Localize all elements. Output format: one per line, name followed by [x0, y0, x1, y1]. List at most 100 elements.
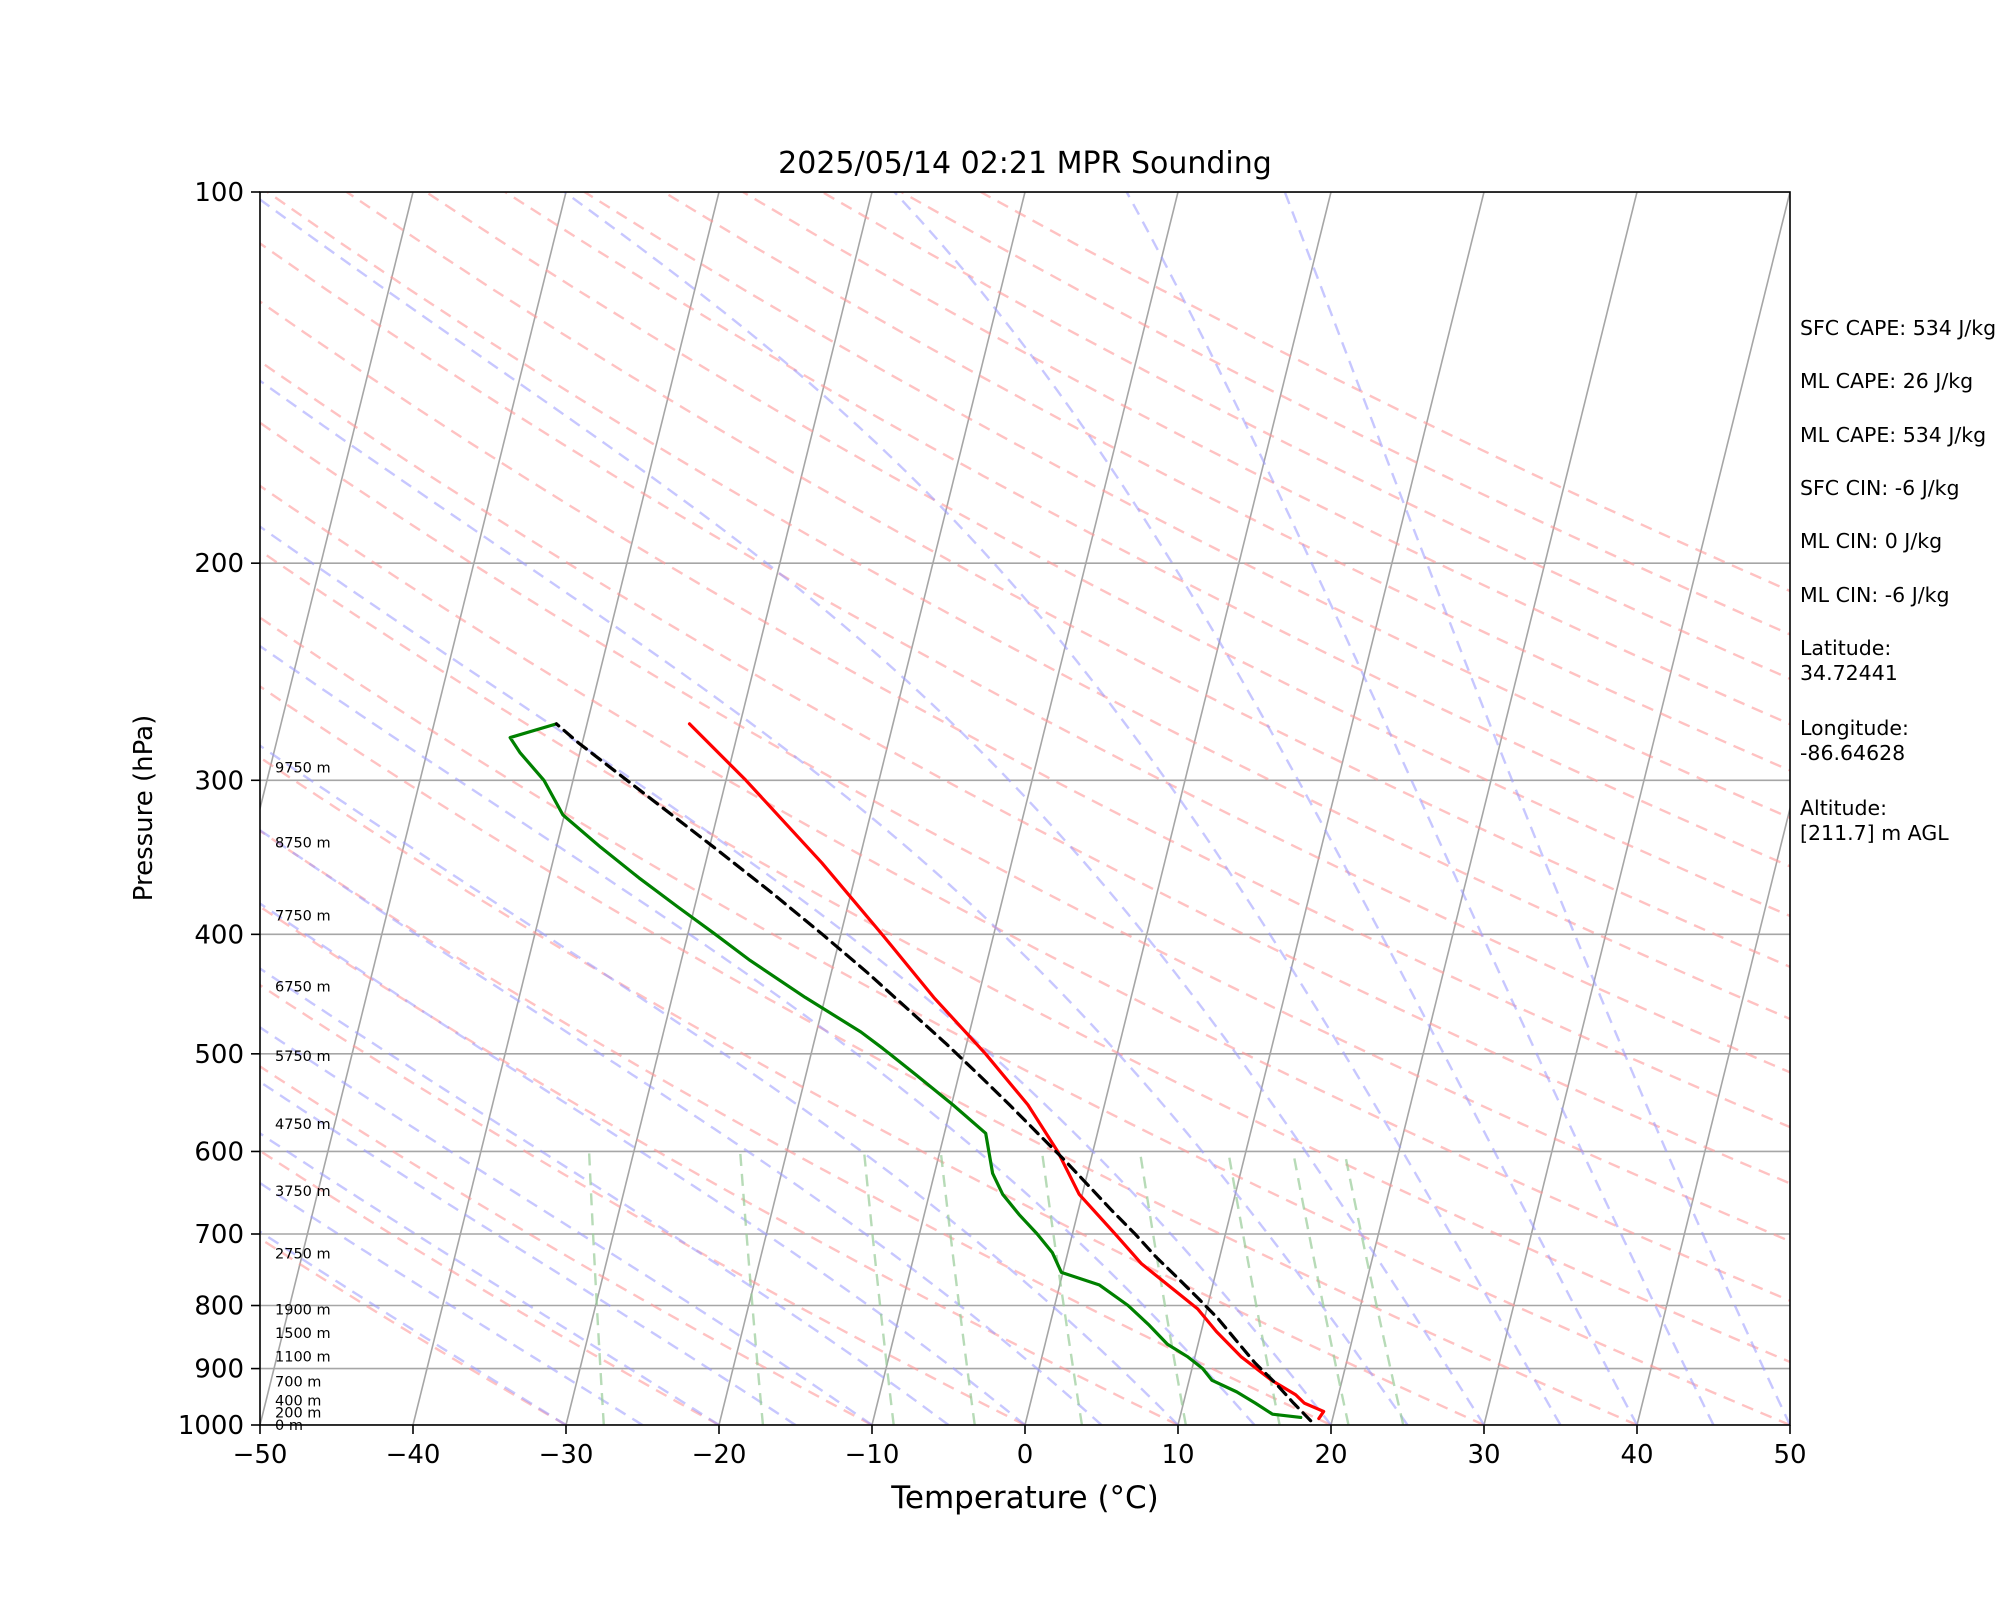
moist-adiabat-line: [260, 644, 1256, 1425]
height-label: 1100 m: [275, 1350, 331, 1366]
x-tick-label: 20: [1314, 1440, 1347, 1470]
moist-adiabat-line: [260, 902, 1026, 1425]
ml-cin-text-2: ML CIN: -6 J/kg: [1800, 583, 1950, 607]
longitude-text: Longitude: -86.64628: [1800, 716, 1909, 765]
isotherm-line: [1636, 805, 1790, 1425]
dry-adiabat-line: [260, 421, 1790, 1243]
height-label: 700 m: [275, 1375, 321, 1391]
moist-adiabat-line: [260, 525, 1332, 1425]
y-tick-label: 1000: [178, 1411, 244, 1441]
isotherm-line: [1330, 192, 1638, 1425]
isotherm-line: [1483, 192, 1790, 1425]
height-label: 2750 m: [275, 1247, 331, 1263]
height-label: 6750 m: [275, 980, 331, 996]
dry-adiabat-line: [260, 484, 1790, 1303]
height-label: 0 m: [275, 1418, 303, 1434]
mixing-ratio-line: [738, 1151, 765, 1425]
mixing-ratio-line: [1138, 1151, 1188, 1425]
isotherm-line: [260, 192, 414, 812]
dry-adiabat-line: [583, 192, 1790, 820]
x-tick-label: −20: [692, 1440, 747, 1470]
moist-adiabat-line: [260, 1230, 567, 1425]
y-tick-label: 500: [194, 1040, 244, 1070]
ml-cape-text-2: ML CAPE: 534 J/kg: [1800, 423, 1987, 447]
x-tick-label: 0: [1017, 1440, 1034, 1470]
y-tick-label: 300: [194, 766, 244, 796]
isotherm-line: [1024, 192, 1332, 1425]
mixing-ratio-line: [939, 1151, 976, 1425]
moist-adiabat-line: [260, 1132, 720, 1425]
ml-cape-text: ML CAPE: 26 J/kg: [1800, 369, 1974, 393]
moist-adiabat-line: [1283, 192, 1790, 1425]
x-axis-label: Temperature (°C): [890, 1480, 1159, 1516]
x-tick-label: −50: [233, 1440, 288, 1470]
parcel-profile-line: [554, 722, 1313, 1423]
y-axis-label: Pressure (hPa): [129, 715, 159, 902]
data-lines: [508, 722, 1326, 1423]
moist-adiabat-line: [260, 744, 1179, 1425]
dry-adiabat-line: [266, 192, 1790, 1021]
sfc-cin-text: SFC CIN: -6 J/kg: [1800, 476, 1960, 500]
isotherm-line: [718, 192, 1026, 1425]
chart-title: 2025/05/14 02:21 MPR Sounding: [778, 146, 1272, 181]
altitude-text: Altitude: [211.7] m AGL: [1800, 796, 1949, 845]
x-tick-label: −10: [845, 1440, 900, 1470]
height-label: 5750 m: [275, 1049, 331, 1065]
dry-adiabat-line: [260, 242, 1790, 1074]
y-tick-label: 100: [194, 178, 244, 208]
dry-adiabat-line: [260, 829, 1332, 1425]
height-label: 3750 m: [275, 1184, 331, 1200]
x-tick-label: 30: [1467, 1440, 1500, 1470]
isotherm-line: [260, 192, 567, 1425]
isotherm-line: [871, 192, 1179, 1425]
height-label: 400 m: [275, 1393, 321, 1409]
moist-adiabat-line: [260, 967, 950, 1425]
x-tick-label: 10: [1161, 1440, 1194, 1470]
height-label: 1500 m: [275, 1326, 331, 1342]
temperature-profile-line: [687, 722, 1326, 1421]
moist-adiabat-line: [260, 1181, 644, 1425]
x-axis-ticks: −50 −40 −30 −20 −10 0 10 20 30 40 50: [233, 1425, 1807, 1470]
sfc-cape-text: SFC CAPE: 534 J/kg: [1800, 316, 1997, 340]
moist-adiabat-line: [260, 379, 1409, 1425]
background-lines: [0, 192, 1790, 1425]
dry-adiabat-line: [260, 549, 1790, 1364]
dewpoint-profile-line: [508, 722, 1303, 1420]
isotherm-line: [0, 192, 107, 1425]
dry-adiabat-line: [260, 756, 1485, 1425]
dry-adiabat-line: [260, 300, 1790, 1129]
dry-adiabat-line: [663, 192, 1790, 772]
y-tick-label: 900: [194, 1355, 244, 1385]
moist-adiabat-line: [893, 192, 1639, 1425]
x-tick-label: 40: [1620, 1440, 1653, 1470]
height-label: 1900 m: [275, 1303, 331, 1319]
x-tick-label: −40: [386, 1440, 441, 1470]
moist-adiabat-line: [260, 828, 1103, 1425]
isotherm-line: [565, 192, 873, 1425]
y-axis-ticks: 100 200 300 400 500 600 700 800 900 1000: [178, 178, 260, 1441]
dry-adiabat-line: [260, 983, 1026, 1425]
dry-adiabat-line: [260, 1237, 567, 1425]
moist-adiabat-line: [1125, 192, 1715, 1425]
mixing-ratio-line: [1227, 1151, 1281, 1425]
y-tick-label: 800: [194, 1292, 244, 1322]
y-tick-label: 700: [194, 1220, 244, 1250]
moist-adiabat-line: [260, 1080, 797, 1425]
moist-adiabat-line: [260, 198, 1486, 1425]
dry-adiabat-line: [260, 1065, 873, 1425]
isotherm-line: [1177, 192, 1485, 1425]
dry-adiabat-line: [260, 905, 1179, 1425]
height-label: 200 m: [275, 1406, 321, 1422]
mixing-ratio-line: [1040, 1151, 1084, 1425]
dry-adiabat-line: [425, 192, 1790, 918]
height-label: 8750 m: [275, 836, 331, 852]
mixing-ratio-line: [862, 1151, 895, 1425]
y-tick-label: 600: [194, 1137, 244, 1167]
ml-cin-text: ML CIN: 0 J/kg: [1800, 529, 1943, 553]
height-label: 7750 m: [275, 908, 331, 924]
moist-adiabat-line: [563, 192, 1562, 1425]
dry-adiabat-line: [504, 192, 1790, 868]
dry-adiabat-line: [346, 192, 1790, 969]
